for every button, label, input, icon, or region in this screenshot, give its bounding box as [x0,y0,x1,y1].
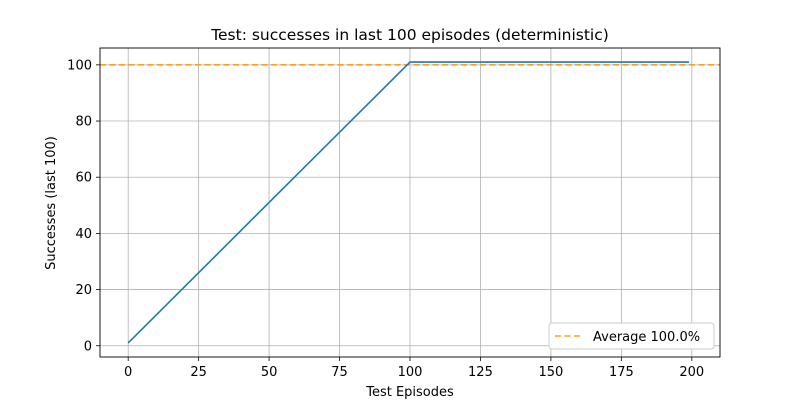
series-line-0 [127,61,689,344]
y-tick-label: 20 [75,283,92,298]
x-axis-label: Test Episodes [365,385,454,400]
x-tick-label: 100 [398,365,423,380]
x-tick-label: 125 [468,365,493,380]
y-axis-label: Successes (last 100) [44,136,59,270]
y-tick-label: 60 [75,171,92,186]
x-tick-label: 0 [124,365,132,380]
x-tick-label: 175 [609,365,634,380]
x-tick-label: 50 [261,365,278,380]
x-tick-label: 150 [538,365,563,380]
x-tick-label: 75 [331,365,348,380]
x-tick-label: 200 [679,365,704,380]
legend: Average 100.0% [548,322,715,350]
grid [100,48,720,357]
y-tick-label: 100 [67,58,92,73]
legend-label-average: Average 100.0% [593,330,700,345]
series-layer [127,61,689,344]
ticks: 0 25 50 75 100 125 150 175 200 0 20 40 60 80 100 [67,58,704,380]
y-tick-label: 40 [75,227,92,242]
legend-box [548,322,715,350]
chart-title: Test: successes in last 100 episodes (de… [210,26,609,44]
y-tick-label: 0 [84,339,92,354]
y-tick-label: 80 [75,115,92,130]
x-tick-label: 25 [190,365,207,380]
